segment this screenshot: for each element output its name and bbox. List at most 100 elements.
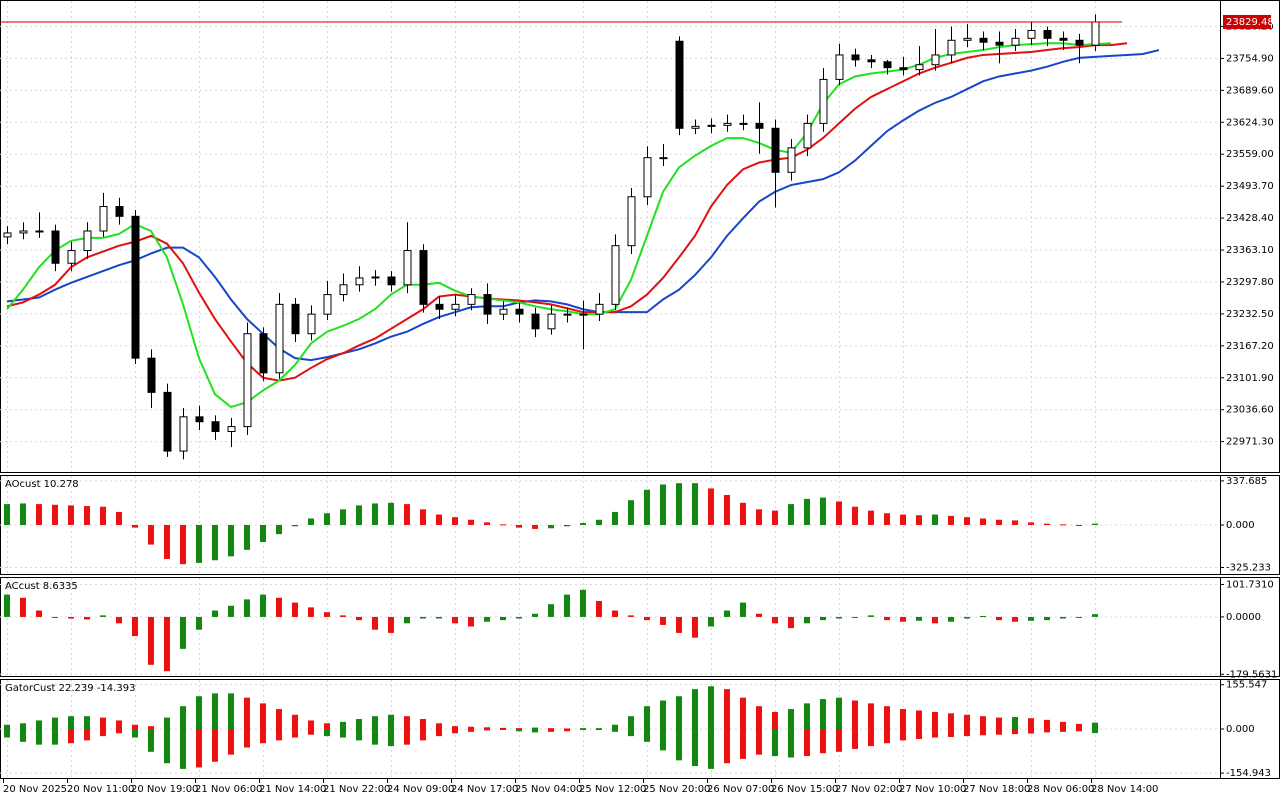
gator-bar [340, 721, 346, 729]
candle-body [387, 276, 396, 286]
gator-bar [132, 729, 138, 738]
histogram-bar [244, 599, 250, 617]
histogram-bar [436, 616, 442, 619]
histogram-bar [516, 525, 522, 528]
x-tick-label: 28 Nov 06:00 [1027, 784, 1094, 795]
gator-bar [676, 729, 682, 761]
gator-bar [468, 729, 474, 732]
y-tick-label: 23101.90 [1226, 373, 1274, 384]
histogram-bar [548, 525, 554, 529]
gator-bar [244, 697, 250, 729]
gator-bar [292, 714, 298, 729]
histogram-bar [548, 604, 554, 617]
x-tick-label: 27 Nov 10:00 [899, 784, 966, 795]
gator-bar [724, 729, 730, 764]
histogram-bar [228, 525, 234, 557]
y-tick-label: 23363.10 [1226, 245, 1274, 256]
histogram-bar [980, 518, 986, 525]
candle-body [659, 157, 668, 160]
gator-bar [500, 729, 506, 730]
candle-body [115, 206, 124, 217]
histogram-bar [628, 500, 634, 525]
candle-body [995, 41, 1004, 46]
histogram-bar [212, 610, 218, 617]
candle-body [259, 333, 268, 374]
x-tick-label: 20 Nov 11:00 [67, 784, 134, 795]
gator-bar [820, 729, 826, 754]
histogram-bar [52, 504, 58, 525]
gator-bar [660, 700, 666, 729]
x-tick-label: 21 Nov 22:00 [323, 784, 390, 795]
histogram-bar [836, 616, 842, 619]
histogram-bar [68, 616, 74, 619]
gator-bar [84, 716, 90, 729]
gator-bar [708, 729, 714, 769]
histogram-bar [948, 616, 954, 622]
gator-bar [68, 716, 74, 729]
histogram-bar [884, 616, 890, 621]
histogram-bar [260, 525, 266, 542]
histogram-bar [420, 509, 426, 525]
histogram-bar [612, 511, 618, 525]
histogram-bar [148, 525, 154, 545]
gator-bar [260, 703, 266, 729]
x-tick-label: 24 Nov 09:00 [387, 784, 454, 795]
gator-bar [260, 729, 266, 744]
candle-body [419, 250, 428, 305]
gator-bar [644, 706, 650, 729]
histogram-bar [276, 597, 282, 617]
histogram-bar [1076, 525, 1082, 526]
gator-bar [212, 729, 218, 762]
histogram-bar [20, 597, 26, 617]
candle-body [627, 196, 636, 247]
gator-bar [740, 729, 746, 759]
x-tick-label: 21 Nov 14:00 [259, 784, 326, 795]
gator-bar [852, 729, 858, 749]
histogram-bar [244, 525, 250, 550]
gator-bar [324, 729, 330, 737]
candle-body [227, 426, 236, 433]
x-tick-label: 20 Nov 2025 [3, 784, 67, 795]
gator-bar [500, 727, 506, 729]
gator-bar [228, 693, 234, 729]
gator-bar [372, 716, 378, 729]
gator-bar [1044, 719, 1050, 729]
candle-body [435, 303, 444, 310]
gator-bar [36, 720, 42, 729]
histogram-bar [484, 616, 490, 622]
y-tick-label: 22971.30 [1226, 437, 1274, 448]
gator-bar [20, 729, 26, 742]
y-tick-label: 337.685 [1226, 476, 1267, 487]
gator-bar [868, 729, 874, 747]
candle-body [307, 313, 316, 335]
histogram-bar [852, 616, 858, 618]
candle-body [723, 122, 732, 126]
gator-bar [612, 729, 618, 732]
gator-bar [612, 724, 618, 729]
candle-body [243, 333, 252, 428]
candle-body [1043, 29, 1052, 39]
histogram-bar [68, 505, 74, 525]
histogram-bar [708, 616, 714, 627]
candle-body [35, 230, 44, 233]
y-tick-label: 23754.90 [1226, 53, 1274, 64]
candle-body [531, 313, 540, 330]
gator-bar [308, 729, 314, 735]
gator-bar [340, 729, 346, 738]
gator-bar [868, 703, 874, 729]
gator-bar [788, 709, 794, 729]
histogram-bar [836, 501, 842, 525]
y-tick-label: 23167.20 [1226, 341, 1274, 352]
y-tick-label: 23493.70 [1226, 181, 1274, 192]
gator-bar [516, 728, 522, 730]
histogram-bar [628, 615, 634, 617]
candle-body [963, 37, 972, 41]
gator-bar [772, 729, 778, 757]
gator-bar [932, 729, 938, 738]
gator-bar [724, 689, 730, 729]
candle-body [275, 303, 284, 374]
histogram-bar [180, 525, 186, 565]
y-tick-label: 23428.40 [1226, 213, 1274, 224]
gator-bar [580, 729, 586, 730]
candle-body [51, 230, 60, 264]
